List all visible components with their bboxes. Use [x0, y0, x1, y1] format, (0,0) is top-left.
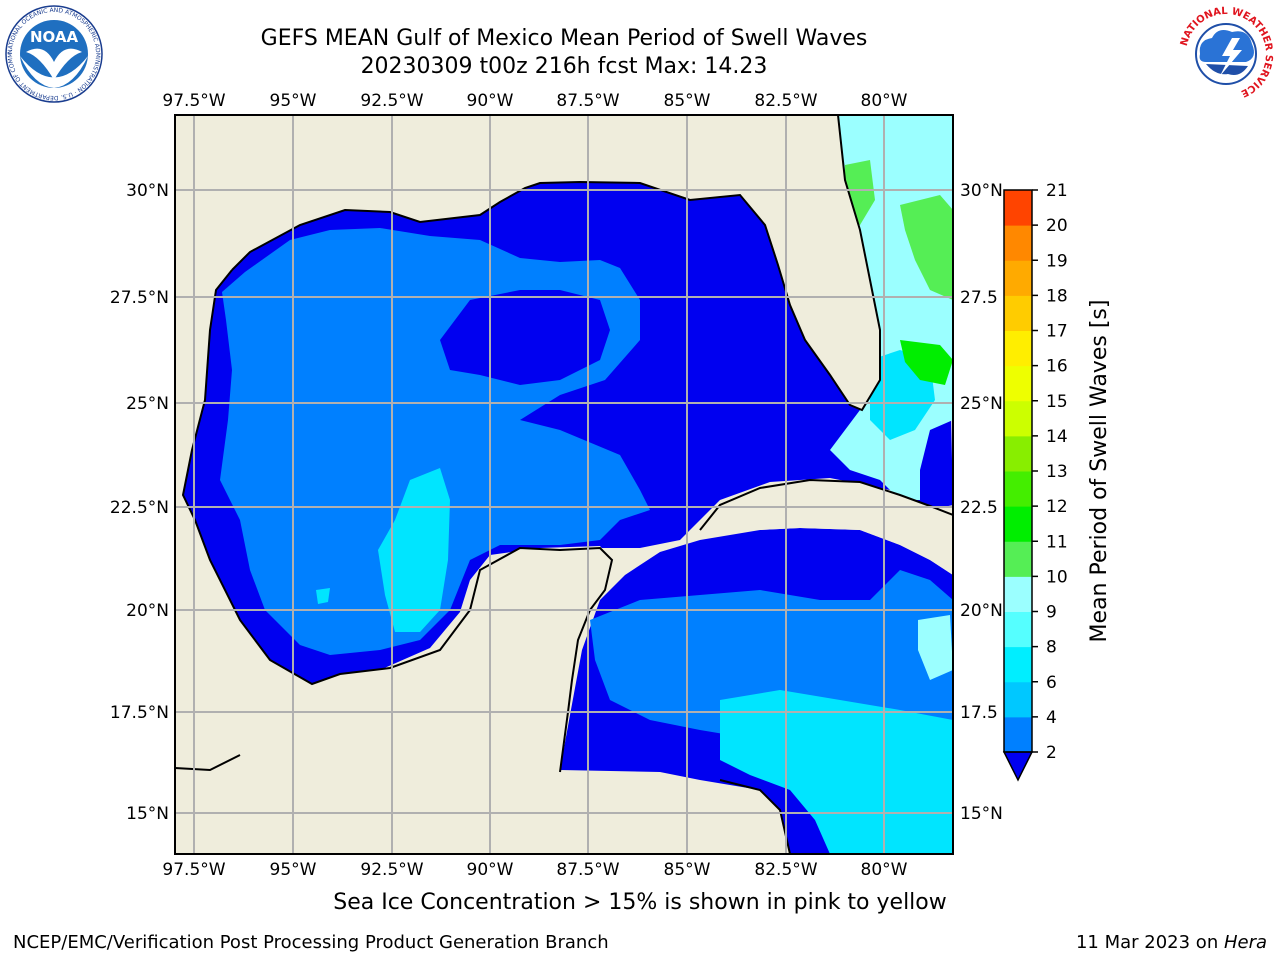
- colorbar-tick-label: 18: [1046, 286, 1068, 306]
- colorbar-segment: [1004, 330, 1032, 367]
- colorbar-tick-label: 8: [1046, 638, 1057, 658]
- colorbar-segment: [1004, 225, 1032, 261]
- colorbar-tick-label: 19: [1046, 251, 1068, 271]
- coastlines: [175, 115, 953, 854]
- map-frame: [174, 114, 954, 855]
- lat-label: 30°N: [126, 181, 169, 201]
- lat-labels-right: 30°N 27.5 25°N 22.5 20°N 17.5 15°N: [960, 181, 1003, 824]
- credit-host: Hera: [1223, 932, 1267, 953]
- lon-label: 97.5°W: [162, 91, 225, 111]
- colorbar-tick-label: 6: [1046, 673, 1057, 693]
- credit-date: 11 Mar 2023 on: [1075, 932, 1224, 953]
- lat-label: 20°N: [960, 601, 1003, 621]
- chart-subtitle: 20230309 t00z 216h fcst Max: 14.23: [360, 54, 768, 79]
- colorbar-segment: [1004, 611, 1032, 648]
- lat-label: 27.5°N: [110, 288, 169, 308]
- lat-label: 25°N: [960, 394, 1003, 414]
- colorbar-tick-label: 10: [1046, 567, 1068, 587]
- colorbar: 2 4 6 8 9 10 11 12 13 14 15 16 17 18 19 20 21: [1002, 181, 1068, 782]
- campeche-light: [378, 468, 450, 632]
- lon-label: 97.5°W: [162, 860, 225, 880]
- colorbar-tick-label: 16: [1046, 357, 1068, 377]
- florida-land: [765, 115, 880, 410]
- lat-label: 30°N: [960, 181, 1003, 201]
- colorbar-tick-label: 2: [1046, 743, 1057, 763]
- lon-label: 85°W: [664, 91, 711, 111]
- lat-label: 17.5°N: [110, 703, 169, 723]
- credit-right: 11 Mar 2023 on Hera: [1076, 932, 1267, 953]
- lat-label: 25°N: [126, 394, 169, 414]
- nws-logo: NATIONAL WEATHER SERVICE: [1178, 6, 1274, 102]
- lon-label: 85°W: [664, 860, 711, 880]
- colorbar-segment: [1004, 190, 1032, 226]
- lat-label: 22.5: [960, 498, 998, 518]
- lon-label: 82.5°W: [754, 860, 817, 880]
- cuba-land: [700, 480, 953, 575]
- colorbar-under-arrow: [1002, 751, 1034, 782]
- sea-ice-note: Sea Ice Concentration > 15% is shown in …: [333, 890, 947, 915]
- gulf-deep-patch: [440, 290, 610, 385]
- lon-label: 92.5°W: [360, 91, 423, 111]
- lon-label: 82.5°W: [754, 91, 817, 111]
- colorbar-tick-label: 9: [1046, 603, 1057, 623]
- lat-label: 20°N: [126, 601, 169, 621]
- colorbar-label: Mean Period of Swell Waves [s]: [1087, 300, 1112, 643]
- lon-labels-bottom: 97.5°W 95°W 92.5°W 90°W 87.5°W 85°W 82.5…: [162, 860, 907, 880]
- lon-label: 92.5°W: [360, 860, 423, 880]
- lon-label: 87.5°W: [556, 91, 619, 111]
- atlantic-green-2: [900, 195, 953, 300]
- graticule: [175, 115, 953, 854]
- colorbar-tick-label: 15: [1046, 392, 1068, 412]
- yucatan-land: [175, 546, 612, 854]
- lon-label: 90°W: [467, 860, 514, 880]
- atlantic-bright-green: [900, 340, 953, 385]
- colorbar-segment: [1004, 400, 1032, 437]
- colorbar-segment: [1004, 506, 1032, 542]
- lon-label: 95°W: [270, 860, 317, 880]
- colorbar-tick-label: 14: [1046, 427, 1068, 447]
- lon-labels-top: 97.5°W 95°W 92.5°W 90°W 87.5°W 85°W 82.5…: [162, 91, 907, 111]
- lat-label: 22.5°N: [110, 498, 169, 518]
- colorbar-tick-label: 21: [1046, 181, 1068, 201]
- colorbar-tick-label: 13: [1046, 462, 1068, 482]
- colorbar-segment: [1004, 471, 1032, 507]
- colorbar-segment: [1004, 681, 1032, 718]
- colorbar-tick-label: 12: [1046, 497, 1068, 517]
- lat-label: 15°N: [960, 804, 1003, 824]
- lon-label: 80°W: [861, 860, 908, 880]
- lat-label: 27.5: [960, 288, 998, 308]
- noaa-logo: NATIONAL OCEANIC AND ATMOSPHERIC ADMINIS…: [4, 4, 103, 103]
- colorbar-segment: [1004, 295, 1032, 331]
- lat-label: 15°N: [126, 804, 169, 824]
- caribbean-pale: [918, 615, 953, 680]
- colorbar-tick-label: 20: [1046, 216, 1068, 236]
- lon-label: 87.5°W: [556, 860, 619, 880]
- colorbar-segment: [1004, 541, 1032, 577]
- campeche-spot: [316, 588, 330, 604]
- colorbar-segment: [1004, 435, 1032, 472]
- colorbar-segment: [1004, 260, 1032, 296]
- colorbar-segment: [1004, 646, 1032, 683]
- colorbar-segment: [1004, 716, 1032, 753]
- lat-label: 17.5: [960, 703, 998, 723]
- colorbar-tick-label: 17: [1046, 322, 1068, 342]
- credit-left: NCEP/EMC/Verification Post Processing Pr…: [13, 932, 609, 953]
- colorbar-tick-label: 4: [1046, 708, 1057, 728]
- lon-label: 90°W: [467, 91, 514, 111]
- noaa-logo-text: NOAA: [30, 28, 79, 46]
- colorbar-segment: [1004, 576, 1032, 612]
- colorbar-tick-label: 11: [1046, 532, 1068, 552]
- lon-label: 95°W: [270, 91, 317, 111]
- chart-title: GEFS MEAN Gulf of Mexico Mean Period of …: [260, 26, 868, 51]
- lat-labels-left: 30°N 27.5°N 25°N 22.5°N 20°N 17.5°N 15°N: [110, 181, 169, 824]
- colorbar-segment: [1004, 365, 1032, 402]
- lon-label: 80°W: [861, 91, 908, 111]
